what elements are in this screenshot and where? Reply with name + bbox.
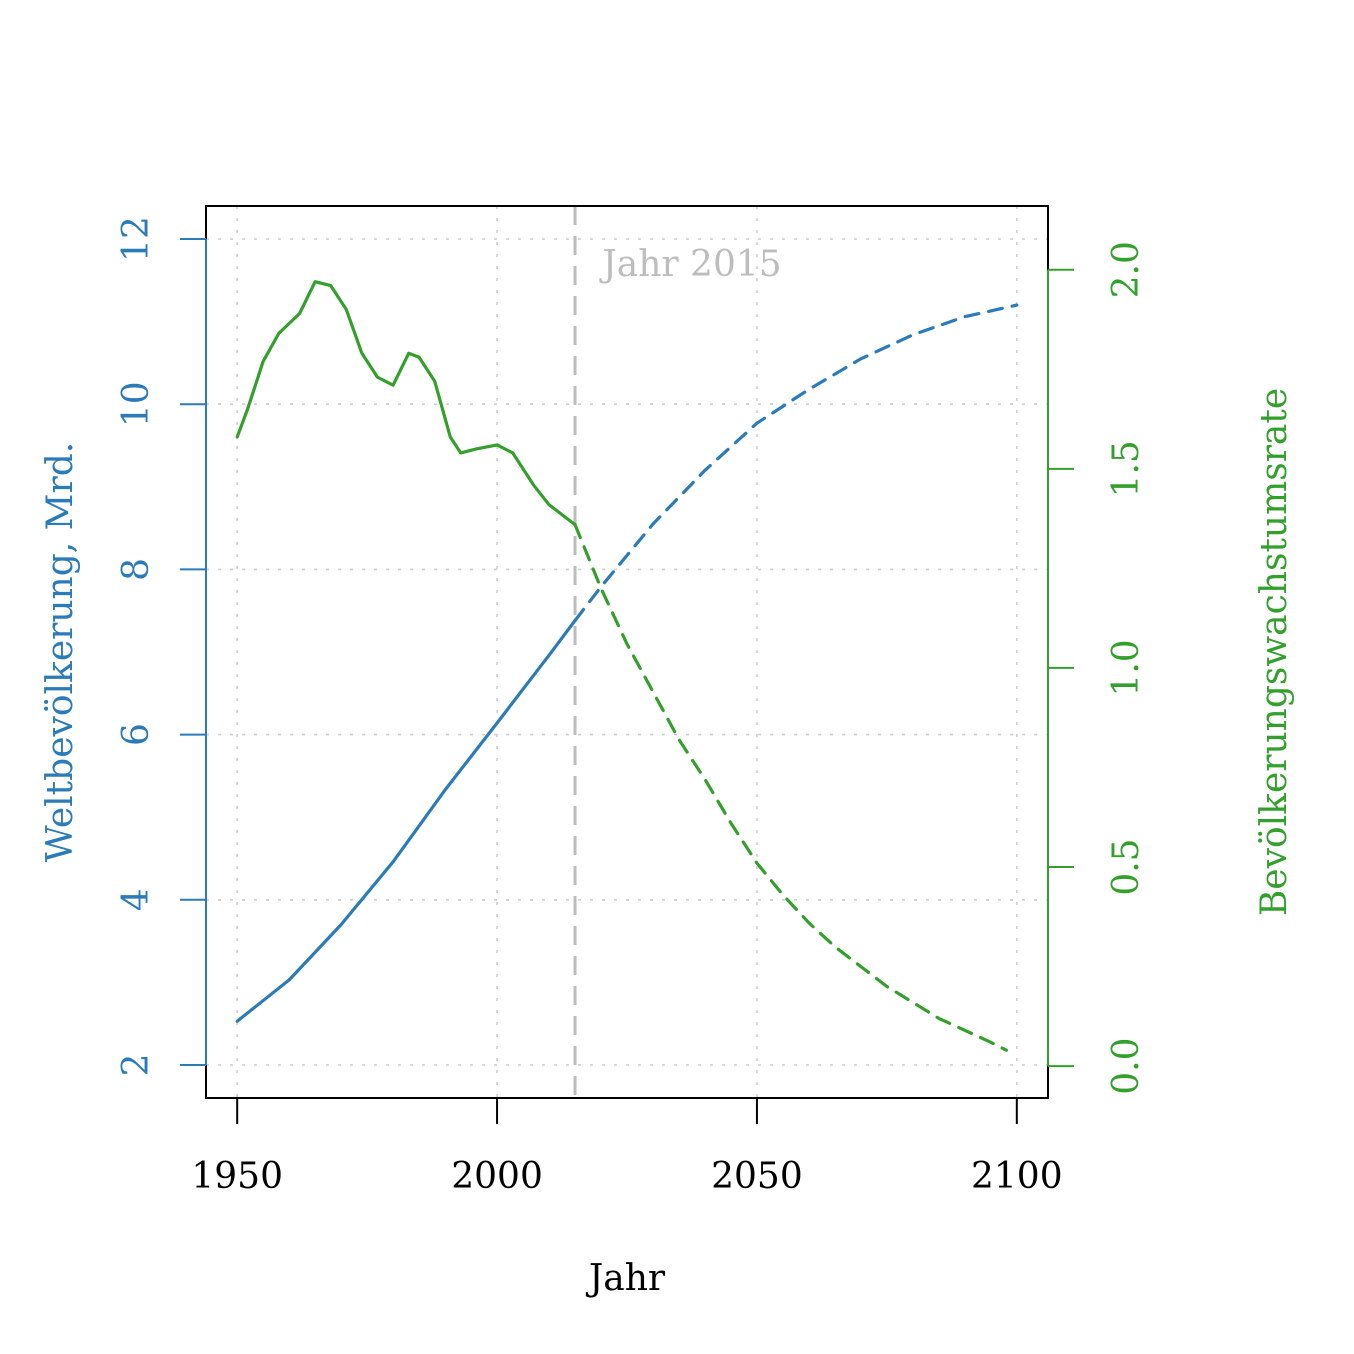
y-left-tick-label-4: 4 [116, 888, 157, 911]
x-tick-label-2000: 2000 [451, 1156, 543, 1197]
y-axis-right-label: Bevölkerungswachstumsrate [1254, 388, 1295, 916]
y-axis-left-label: Weltbevölkerung, Mrd. [40, 442, 81, 862]
series-line-growth-hist [235, 280, 577, 527]
y-right-tick-label-0.5: 0.5 [1106, 838, 1147, 895]
y-right-tick-label-2.0: 2.0 [1106, 241, 1147, 298]
y-left-tick-label-10: 10 [116, 381, 157, 427]
y-right-tick-label-0.0: 0.0 [1106, 1038, 1147, 1095]
y-left-tick-label-6: 6 [116, 723, 157, 746]
y-right-tick-label-1.0: 1.0 [1106, 639, 1147, 696]
y-left-tick-label-8: 8 [116, 558, 157, 581]
grid-lines [206, 206, 1048, 1098]
y-right-tick-label-1.5: 1.5 [1106, 440, 1147, 497]
x-tick-label-2100: 2100 [971, 1156, 1063, 1197]
series-line-population-hist [235, 619, 577, 1023]
x-tick-label-1950: 1950 [191, 1156, 283, 1197]
y-left-tick-label-12: 12 [116, 216, 157, 262]
series-line-population-proj [573, 303, 1019, 623]
series-line-growth-proj [573, 523, 1008, 1052]
plot-frame [205, 205, 1049, 1099]
y-left-tick-label-2: 2 [116, 1054, 157, 1077]
axes-group: 2 4 6 8 10 12 0.0 0.5 1.0 1.5 2.0 1950 2000 2050 2100 [116, 216, 1147, 1197]
x-tick-label-2050: 2050 [711, 1156, 803, 1197]
series-group [235, 280, 1019, 1052]
year-marker-label: Jahr 2015 [598, 244, 781, 285]
x-axis-label: Jahr [585, 1258, 666, 1299]
